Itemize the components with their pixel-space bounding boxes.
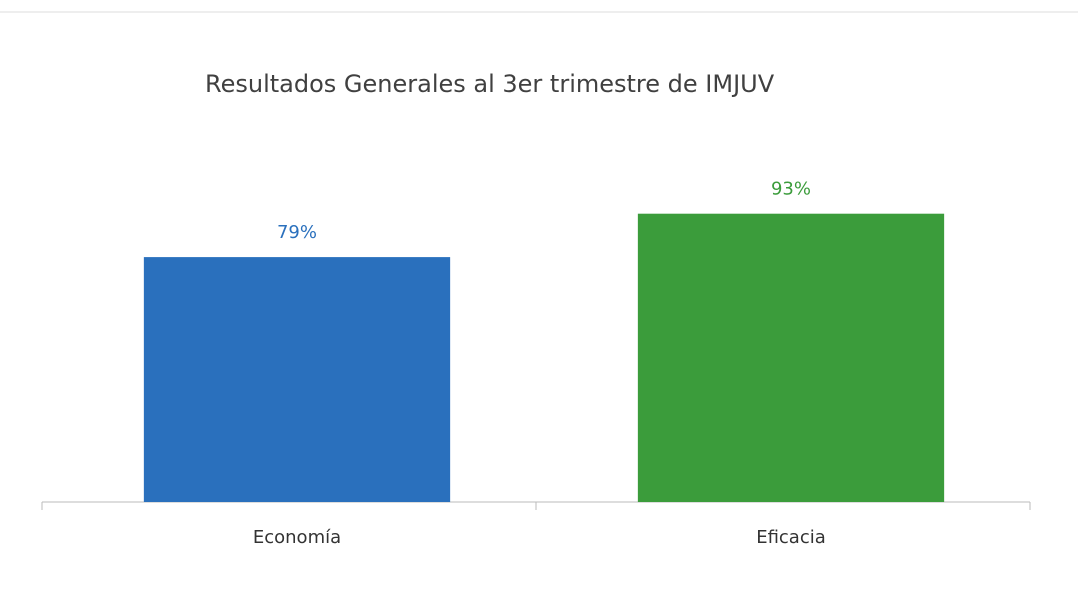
chart-title: Resultados Generales al 3er trimestre de…	[205, 70, 775, 98]
data-label: 93%	[771, 179, 811, 200]
bar	[637, 213, 945, 502]
bar	[143, 257, 451, 502]
data-label: 79%	[277, 222, 317, 243]
x-tick-label: Economía	[253, 527, 341, 548]
x-tick-label: Eficacia	[756, 527, 826, 548]
